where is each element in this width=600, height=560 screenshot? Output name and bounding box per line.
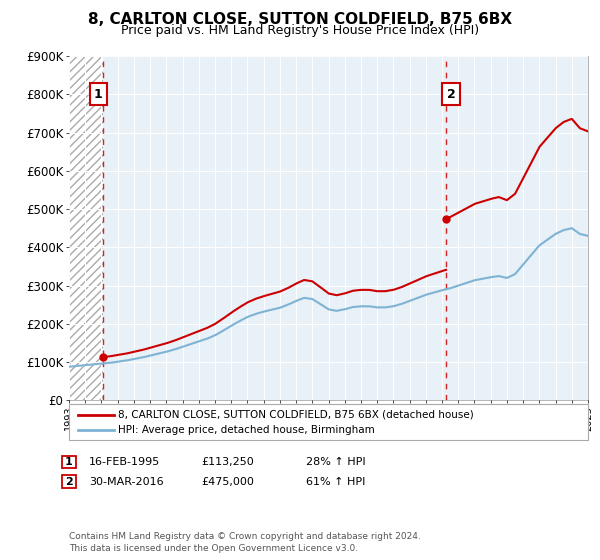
Text: 1: 1	[94, 88, 103, 101]
Text: Contains HM Land Registry data © Crown copyright and database right 2024.
This d: Contains HM Land Registry data © Crown c…	[69, 533, 421, 553]
Bar	[69, 56, 103, 400]
Text: 2: 2	[446, 88, 455, 101]
Text: 2: 2	[65, 477, 73, 487]
Text: 8, CARLTON CLOSE, SUTTON COLDFIELD, B75 6BX: 8, CARLTON CLOSE, SUTTON COLDFIELD, B75 …	[88, 12, 512, 27]
Text: 28% ↑ HPI: 28% ↑ HPI	[306, 457, 365, 467]
Text: 1: 1	[65, 457, 73, 467]
Text: 8, CARLTON CLOSE, SUTTON COLDFIELD, B75 6BX (detached house): 8, CARLTON CLOSE, SUTTON COLDFIELD, B75 …	[118, 410, 474, 420]
Text: Price paid vs. HM Land Registry's House Price Index (HPI): Price paid vs. HM Land Registry's House …	[121, 24, 479, 36]
Text: £475,000: £475,000	[201, 477, 254, 487]
Text: 30-MAR-2016: 30-MAR-2016	[89, 477, 163, 487]
Text: 16-FEB-1995: 16-FEB-1995	[89, 457, 160, 467]
Text: 61% ↑ HPI: 61% ↑ HPI	[306, 477, 365, 487]
Text: £113,250: £113,250	[201, 457, 254, 467]
Text: HPI: Average price, detached house, Birmingham: HPI: Average price, detached house, Birm…	[118, 424, 375, 435]
